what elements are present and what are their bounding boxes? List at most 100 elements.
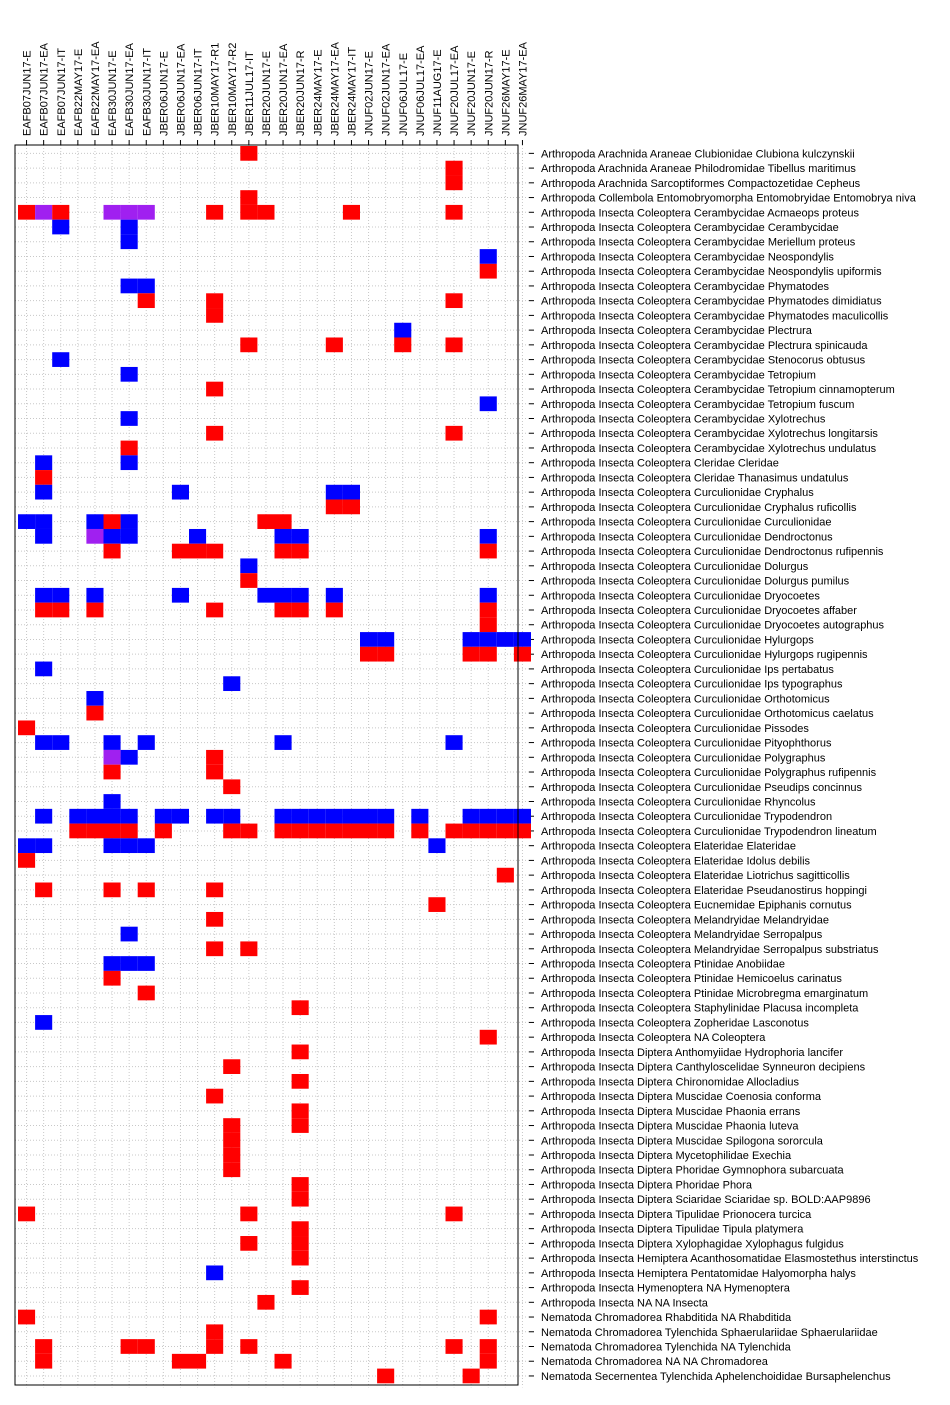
row-label: Arthropoda Insecta Coleoptera Curculioni…	[541, 487, 814, 499]
heatmap-cell	[120, 838, 138, 854]
heatmap-cell	[445, 293, 463, 309]
heatmap-cell	[35, 204, 53, 220]
row-label: Arthropoda Insecta Coleoptera Curculioni…	[541, 576, 850, 588]
heatmap-cell	[206, 749, 224, 765]
heatmap-cell	[86, 587, 104, 603]
heatmap-cell	[35, 882, 53, 898]
row-label: Arthropoda Insecta Coleoptera Cerambycid…	[541, 355, 866, 367]
heatmap-cell	[428, 897, 446, 912]
heatmap-cell	[52, 352, 70, 367]
row-label: Arthropoda Insecta Diptera Phoridae Gymn…	[541, 1165, 845, 1177]
heatmap-cell	[103, 543, 121, 559]
heatmap-cell	[291, 823, 309, 839]
heatmap-cell	[103, 823, 121, 839]
row-label: Arthropoda Insecta Coleoptera Curculioni…	[541, 546, 884, 558]
heatmap-cell	[120, 366, 138, 382]
row-label: Arthropoda Insecta Coleoptera Elateridae…	[541, 855, 811, 867]
row-label: Arthropoda Insecta Coleoptera Curculioni…	[541, 782, 863, 794]
heatmap-cell	[171, 587, 189, 603]
heatmap-cell	[445, 1339, 463, 1354]
row-label: Nematoda Secernentea Tylenchida Aphelenc…	[541, 1371, 891, 1383]
column-label: EAFB22MAY17-EA	[90, 41, 102, 136]
heatmap-cell	[52, 219, 70, 235]
heatmap-cell	[274, 543, 292, 559]
heatmap-cell	[479, 528, 497, 544]
column-label: JNUF06JUL17-E	[398, 53, 410, 136]
heatmap-cell	[291, 543, 309, 559]
heatmap-cell	[206, 425, 224, 441]
heatmap-cell	[120, 528, 138, 544]
heatmap-cell	[291, 1250, 309, 1266]
row-label: Arthropoda Insecta Coleoptera Curculioni…	[541, 590, 820, 602]
heatmap-cell	[291, 1236, 309, 1251]
heatmap-cell	[189, 1353, 207, 1369]
heatmap-cell	[35, 514, 53, 529]
column-label: JNUF20JUN17-E	[466, 51, 478, 136]
row-label: Nematoda Chromadorea Rhabditida NA Rhabd…	[541, 1312, 792, 1324]
heatmap-cell	[206, 308, 224, 323]
heatmap-cell	[137, 278, 155, 294]
row-label: Arthropoda Insecta Coleoptera Zopheridae…	[541, 1017, 809, 1029]
heatmap-cell	[325, 484, 343, 500]
row-label: Arthropoda Insecta Diptera Muscidae Spil…	[541, 1135, 824, 1147]
heatmap-cell	[206, 941, 224, 957]
heatmap-cell	[103, 794, 121, 809]
row-label: Arthropoda Insecta Coleoptera Melandryid…	[541, 944, 879, 956]
row-label: Arthropoda Insecta Coleoptera Melandryid…	[541, 914, 829, 926]
column-label: JBER24MAY17-IT	[346, 47, 358, 136]
row-label: Arthropoda Insecta Hemiptera Acanthosoma…	[541, 1253, 919, 1265]
row-label: Arthropoda Insecta Coleoptera Staphylini…	[541, 1003, 859, 1015]
column-label: JBER10MAY17-R1	[210, 43, 222, 136]
heatmap-cell	[377, 646, 395, 662]
row-label: Arthropoda Insecta Coleoptera Curculioni…	[541, 605, 857, 617]
heatmap-cell	[35, 528, 53, 544]
heatmap-cell	[86, 691, 104, 706]
row-label: Arthropoda Insecta Coleoptera Ptinidae M…	[541, 988, 868, 1000]
heatmap-cell	[479, 823, 497, 839]
heatmap-cell	[171, 1353, 189, 1369]
row-label: Arthropoda Insecta Coleoptera Cerambycid…	[541, 369, 816, 381]
row-label: Arthropoda Insecta Coleoptera Curculioni…	[541, 620, 885, 632]
heatmap-cell	[206, 381, 224, 397]
row-label: Arthropoda Insecta Coleoptera Curculioni…	[541, 561, 809, 573]
heatmap-cell	[18, 204, 36, 220]
heatmap-cell	[377, 823, 395, 839]
heatmap-cell	[274, 808, 292, 824]
heatmap-cell	[103, 514, 121, 529]
heatmap-cell	[479, 1029, 497, 1045]
heatmap-cell	[342, 204, 360, 220]
heatmap-cell	[206, 602, 224, 618]
row-label: Nematoda Chromadorea Tylenchida Sphaerul…	[541, 1327, 878, 1339]
row-label: Arthropoda Insecta Coleoptera Curculioni…	[541, 664, 834, 676]
heatmap-cell	[257, 204, 275, 220]
heatmap-cell	[325, 808, 343, 824]
heatmap-cell	[445, 204, 463, 220]
row-label: Arthropoda Insecta Coleoptera Melandryid…	[541, 929, 823, 941]
heatmap-cell	[496, 808, 514, 824]
heatmap-cell	[325, 337, 343, 353]
column-label: JBER24MAY17-E	[312, 49, 324, 136]
heatmap-cell	[35, 1015, 53, 1030]
row-label: Arthropoda Insecta Diptera Chironomidae …	[541, 1076, 800, 1088]
heatmap-cell	[120, 808, 138, 824]
heatmap-cell	[206, 764, 224, 780]
heatmap-cell	[445, 823, 463, 839]
heatmap-cell	[86, 808, 104, 824]
row-label: Arthropoda Collembola Entomobryomorpha E…	[541, 193, 917, 205]
heatmap-cell	[240, 1236, 258, 1251]
heatmap-cell	[342, 499, 360, 515]
row-label: Arthropoda Insecta Coleoptera Elateridae…	[541, 885, 867, 897]
column-label: JNUF20JUN17-R	[483, 50, 495, 136]
row-label: Arthropoda Arachnida Sarcoptiformes Comp…	[541, 178, 861, 190]
column-label: JBER20JUN17-R	[295, 50, 307, 136]
heatmap-cell	[120, 219, 138, 235]
heatmap-cell	[325, 823, 343, 839]
heatmap-cell	[206, 1339, 224, 1354]
heatmap-cell	[274, 587, 292, 603]
heatmap-cell	[137, 882, 155, 898]
heatmap-cell	[223, 1059, 241, 1074]
heatmap-cell	[120, 411, 138, 426]
heatmap-cell	[479, 249, 497, 264]
heatmap-cell	[206, 882, 224, 898]
heatmap-cell	[120, 926, 138, 942]
